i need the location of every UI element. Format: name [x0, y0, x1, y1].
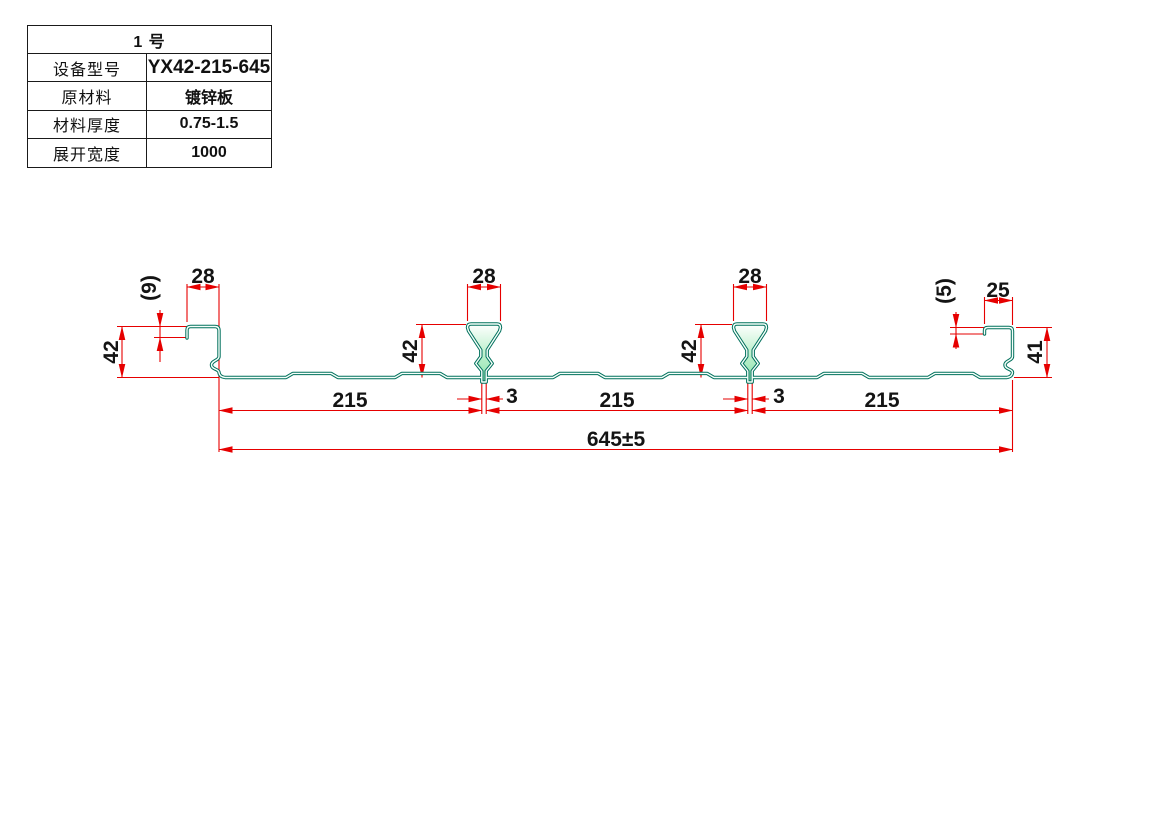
dim-right-lip-text: (5): [933, 278, 956, 304]
spec-table: 1 号 设备型号 YX42-215-645 原材料 镀锌板 材料厚度 0.75-…: [27, 25, 272, 168]
spec-row-label: 材料厚度: [28, 110, 147, 139]
spec-table-header: 1 号: [28, 26, 271, 55]
dimension-lines: [118, 283, 1051, 453]
dim-left-width-text: 28: [191, 265, 215, 288]
seam-rib-1: [465, 322, 503, 384]
dim-span1-text: 215: [332, 389, 367, 412]
panel-profile: [185, 322, 1015, 384]
spec-row-value-thickness: 0.75-1.5: [147, 111, 271, 139]
dim-rib2-width-text: 28: [738, 265, 762, 288]
spec-row-value-model: YX42-215-645: [147, 54, 271, 83]
profile-inner-line: [186, 323, 1014, 383]
spec-row-label: 原材料: [28, 82, 147, 111]
dimension-texts: 28 (9) 42 28 42 3 28 42 3 25 (5) 41 215 …: [100, 265, 1047, 451]
spec-row-value-material: 镀锌板: [147, 82, 271, 111]
spec-row-label: 展开宽度: [28, 138, 147, 167]
spec-row-label: 设备型号: [28, 54, 147, 83]
dim-rib1-height-text: 42: [399, 339, 422, 362]
dim-rib2-height-text: 42: [678, 339, 701, 362]
dim-right-width-text: 25: [986, 279, 1010, 302]
profile-outline: [185, 324, 1015, 380]
dim-overall-text: 645±5: [587, 428, 646, 451]
dim-left-height-text: 42: [100, 340, 123, 363]
dim-rib1-width-text: 28: [472, 265, 496, 288]
dim-right-height-text: 41: [1024, 340, 1047, 364]
dim-span3-text: 215: [864, 389, 899, 412]
dim-span2-text: 215: [599, 389, 634, 412]
dim-rib1-stem-text: 3: [506, 385, 518, 408]
dim-left-lip-text: (9): [138, 275, 161, 301]
dim-rib2-stem-text: 3: [773, 385, 785, 408]
extension-lines: [117, 284, 1052, 452]
seam-rib-2: [731, 322, 769, 384]
spec-row-value-width: 1000: [191, 143, 227, 161]
